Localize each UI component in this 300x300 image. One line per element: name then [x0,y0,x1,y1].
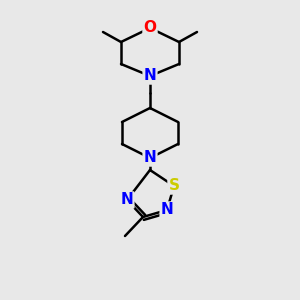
Text: O: O [143,20,157,35]
Text: N: N [144,68,156,83]
Text: N: N [144,151,156,166]
Text: S: S [169,178,179,194]
Text: N: N [121,193,134,208]
Text: N: N [160,202,173,217]
